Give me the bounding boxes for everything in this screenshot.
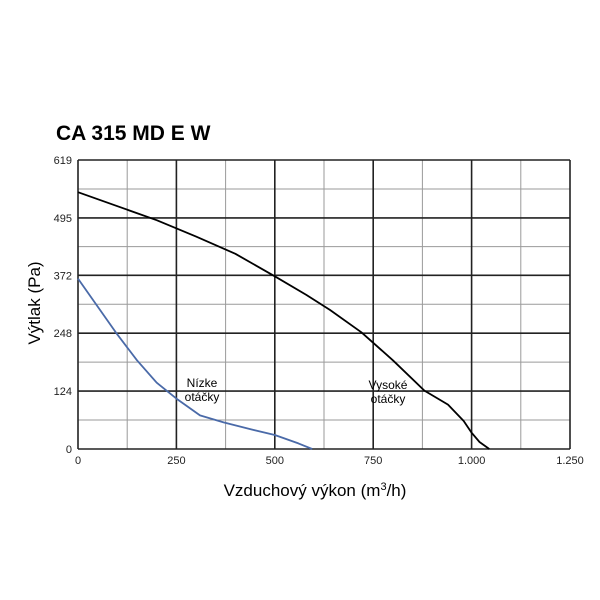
x-axis-label-main: Vzduchový výkon (m [224, 481, 381, 500]
annotation-line: otáčky [371, 392, 406, 406]
x-axis-label-sup: 3 [380, 481, 386, 493]
series-lines [77, 191, 490, 450]
annotation-line: otáčky [185, 390, 220, 404]
chart-title: CA 315 MD E W [56, 122, 211, 145]
y-tick-labels: 0 124 248 372 495 619 [54, 155, 72, 456]
x-tick-label: 750 [364, 455, 382, 467]
annotation-line: Nízke [187, 376, 218, 390]
y-tick-label: 124 [54, 386, 72, 398]
grid [77, 159, 571, 450]
x-tick-label: 1.250 [556, 455, 584, 467]
series-line-low-speed [77, 278, 313, 450]
annotation-low-speed: Nízke otáčky [185, 376, 220, 404]
x-axis-label: Vzduchový výkon (m3/h) [224, 481, 407, 500]
y-tick-label: 619 [54, 155, 72, 167]
y-axis-label: Výtlak (Pa) [25, 261, 44, 344]
x-tick-label: 0 [75, 455, 81, 467]
y-tick-label: 248 [54, 328, 72, 340]
x-axis-label-suffix: /h) [387, 481, 407, 500]
series-line-high-speed [77, 191, 490, 450]
x-tick-label: 250 [167, 455, 185, 467]
x-tick-label: 500 [266, 455, 284, 467]
x-tick-label: 1.000 [458, 455, 486, 467]
x-tick-labels: 0 250 500 750 1.000 1.250 [75, 455, 584, 467]
y-tick-label: 0 [66, 444, 72, 456]
y-tick-label: 372 [54, 270, 72, 282]
annotation-line: Vysoké [369, 378, 408, 392]
y-tick-label: 495 [54, 213, 72, 225]
annotation-high-speed: Vysoké otáčky [369, 378, 408, 406]
